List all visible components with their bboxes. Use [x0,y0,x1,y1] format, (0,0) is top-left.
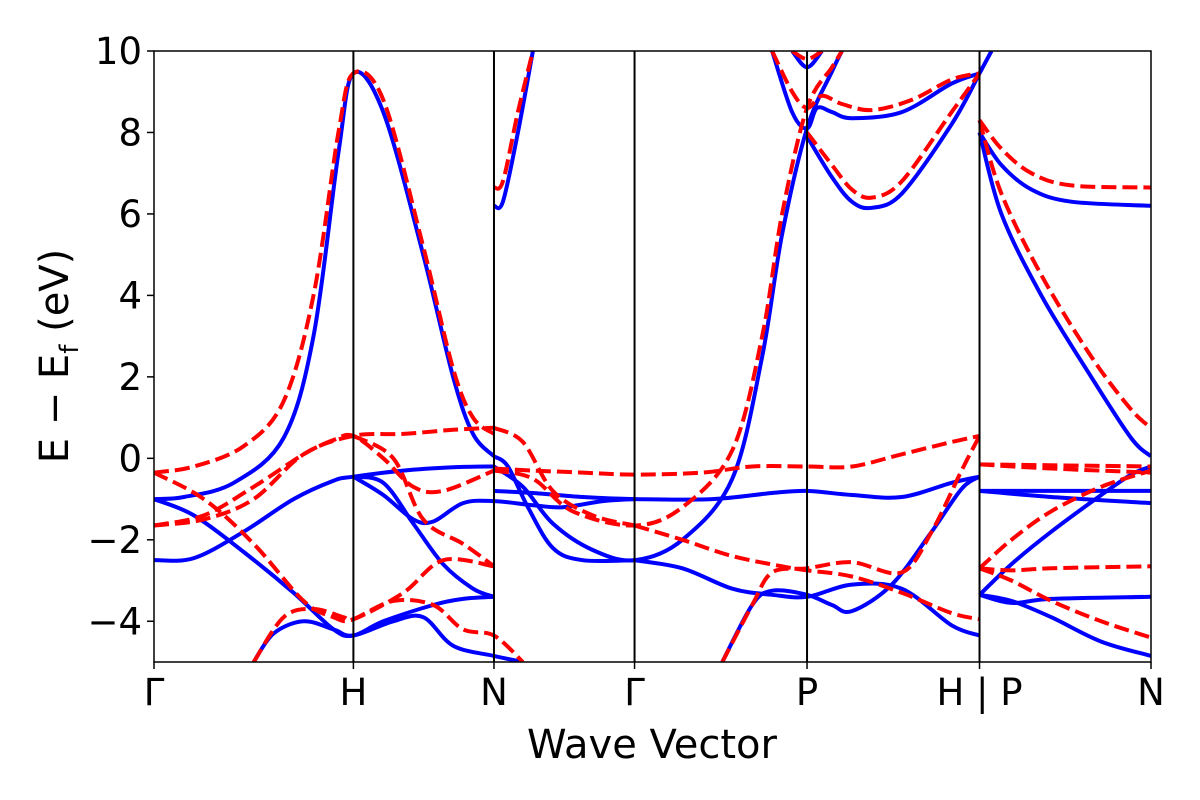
x-tick-label: Γ [144,671,165,714]
plot-frame [153,50,1152,663]
y-tick-label: 4 [118,274,142,317]
band-line [154,69,496,475]
band-line [977,131,1151,458]
band-line [720,474,981,662]
y-axis-label: E − Ef (eV) [32,249,85,464]
y-tick-label: 8 [118,111,142,154]
band-line [770,51,981,131]
band-line [979,564,1151,573]
band-line [978,592,1151,605]
band-line [978,468,1151,570]
x-tick-label: N [480,671,508,714]
band-line [492,51,535,191]
band-line [805,72,982,200]
y-tick-label: 2 [118,356,142,399]
band-line [493,474,980,502]
band-line [492,51,844,563]
band-line [977,119,1151,430]
y-tick-label: −2 [87,519,142,562]
band-line [353,474,495,599]
x-tick-label: H | P [936,671,1022,714]
x-tick-label: Γ [624,671,645,714]
series-layer [154,51,1151,662]
y-tick-label: 10 [95,30,142,73]
x-axis-label: Wave Vector [527,722,778,768]
x-axis: Γ H N Γ P H | P N [144,662,1165,714]
band-line [720,434,982,662]
y-axis: −4 −2 0 2 4 6 8 10 [87,30,154,643]
band-line [791,51,824,62]
band-line [493,51,535,211]
series-dashed [154,51,1151,662]
band-line [252,597,525,662]
band-line [154,69,496,502]
band-line [770,51,980,113]
band-line [979,462,1151,475]
band-line [978,566,1151,640]
band-line [493,433,980,477]
band-line [977,51,994,75]
x-tick-label: H [339,671,367,714]
band-line [154,432,495,528]
y-tick-label: 6 [118,193,142,236]
series-solid [154,51,1151,662]
x-tick-label: N [1137,671,1165,714]
y-tick-label: −4 [87,600,142,643]
band-line [493,51,844,528]
band-line [977,131,1151,208]
kpoint-lines [352,51,981,662]
band-line [978,464,1151,597]
band-line [154,470,495,624]
band-line [977,118,1151,190]
band-line [492,454,635,564]
band-line [805,72,982,211]
y-tick-label: 0 [118,437,142,480]
band-line [493,425,636,528]
x-tick-label: P [796,671,818,714]
band-line [154,464,495,563]
band-line [252,613,524,662]
band-line [979,488,1151,506]
band-line [979,592,1151,658]
band-line [352,474,635,526]
band-line [352,434,496,568]
